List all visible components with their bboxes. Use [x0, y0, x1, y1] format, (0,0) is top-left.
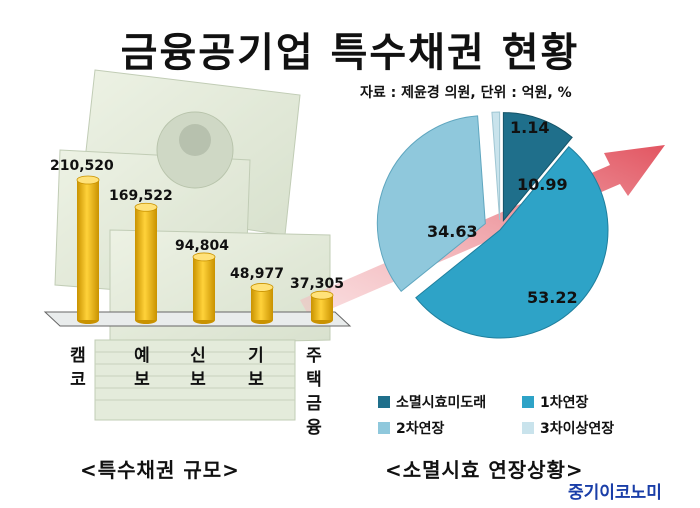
bar-cap [76, 175, 100, 185]
legend-item: 2차연장 [378, 418, 444, 438]
legend-item: 1차연장 [522, 392, 588, 412]
pie-value-label: 53.22 [527, 288, 578, 307]
bar-body [251, 287, 273, 320]
bar-value-label: 94,804 [175, 238, 230, 254]
legend-label: 1차연장 [540, 395, 589, 411]
bar-category-label: 주택금융 [306, 346, 322, 438]
bar [76, 175, 100, 324]
bar-cap [250, 283, 274, 292]
pie-slice [502, 112, 573, 222]
legend-swatch [522, 422, 534, 434]
bar [192, 252, 216, 324]
pie-value-label: 1.14 [510, 118, 550, 137]
legend-item: 3차이상연장 [522, 418, 614, 438]
page-title: 금융공기업 특수채권 현황 [120, 30, 580, 76]
bar-value-label: 37,305 [290, 276, 345, 292]
bar-chart-caption: <특수채권 규모> [80, 458, 240, 482]
bar [310, 290, 334, 324]
pie-chart-caption: <소멸시효 연장상황> [385, 458, 584, 482]
bar-cap [192, 252, 216, 262]
bar-cap [310, 290, 334, 300]
legend-item: 소멸시효미도래 [378, 392, 486, 412]
legend-swatch [378, 422, 390, 434]
source-note: 자료 : 제윤경 의원, 단위 : 억원, % [360, 85, 572, 101]
pie-value-label: 34.63 [427, 222, 478, 241]
pie-value-label: 10.99 [517, 175, 568, 194]
legend-label: 소멸시효미도래 [396, 395, 487, 411]
legend-label: 3차이상연장 [540, 421, 615, 437]
pie-slice [376, 115, 486, 292]
bar-body [135, 207, 157, 320]
bar [250, 283, 274, 324]
bar-category-label: 캠코 [70, 346, 86, 390]
legend-label: 2차연장 [396, 421, 445, 437]
brand-logo-text: 중기이코노미 [568, 483, 662, 503]
bar-category-label: 기보 [248, 346, 264, 390]
pie-slice [415, 146, 609, 339]
bar-category-label: 예보 [134, 346, 150, 390]
bar-value-label: 169,522 [109, 188, 173, 204]
pie-chart-layer [376, 111, 609, 339]
bar [134, 202, 158, 324]
bar-value-label: 210,520 [50, 158, 114, 174]
bar-category-label: 신보 [190, 346, 206, 390]
bar-chart-layer [76, 175, 334, 324]
legend-swatch [522, 396, 534, 408]
bar-cap [134, 202, 158, 212]
pie-slice [491, 111, 501, 221]
bar-value-label: 48,977 [230, 266, 285, 282]
bar-body [311, 295, 333, 320]
bar-body [77, 180, 99, 320]
legend-swatch [378, 396, 390, 408]
bar-body [193, 256, 215, 320]
